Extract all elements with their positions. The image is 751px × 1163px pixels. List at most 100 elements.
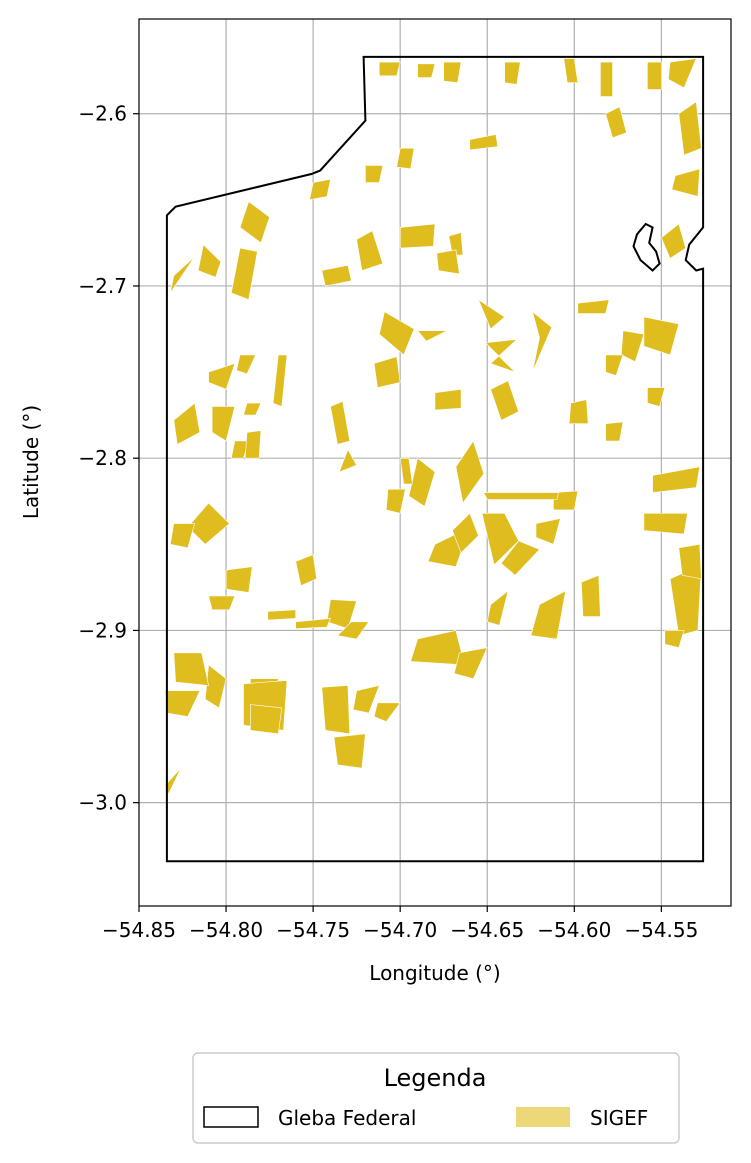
sigef-parcel (605, 106, 627, 139)
sigef-parcel (620, 330, 645, 363)
y-tick-label: −2.9 (78, 618, 127, 642)
sigef-parcel (267, 609, 297, 621)
x-tick-label: −54.65 (450, 918, 524, 942)
x-tick-label: −54.80 (189, 918, 263, 942)
x-tick-label: −54.75 (276, 918, 350, 942)
sigef-parcel (244, 430, 262, 459)
sigef-parcel (396, 147, 415, 170)
sigef-parcel (338, 448, 358, 473)
sigef-parcel (336, 621, 370, 640)
sigef-parcel (321, 264, 352, 287)
sigef-parcel (169, 523, 196, 549)
sigef-parcel (239, 201, 270, 244)
sigef-parcel (531, 310, 553, 373)
gleba-federal-outline (165, 55, 705, 863)
sigef-parcel (577, 299, 610, 314)
sigef-parcel (500, 540, 541, 576)
x-tick-label: −54.60 (537, 918, 611, 942)
sigef-parcel (204, 664, 227, 709)
sigef-parcel (230, 247, 258, 301)
y-tick-label: −2.6 (78, 102, 127, 126)
sigef-parcel (399, 457, 413, 485)
sigef-parcel (652, 466, 701, 493)
sigef-parcel (678, 543, 702, 580)
sigef-parcel (373, 356, 401, 388)
sigef-parcel (486, 590, 509, 626)
sigef-parcel (490, 380, 519, 421)
grid (139, 19, 731, 906)
sigef-parcel (504, 61, 521, 85)
sigef-parcel (530, 590, 567, 640)
sigef-parcel (373, 702, 401, 723)
x-tick-label: −54.55 (624, 918, 698, 942)
sigef-parcel (208, 595, 236, 611)
sigef-parcel (484, 339, 518, 373)
sigef-parcel (452, 512, 479, 554)
sigef-parcel (170, 256, 195, 294)
sigef-parcel (664, 630, 685, 649)
sigef-parcel (243, 402, 262, 416)
sigef-parcel (436, 249, 460, 275)
legend: Legenda Gleba Federal SIGEF (192, 1052, 680, 1144)
sigef-parcel (647, 61, 662, 90)
sigef-parcel (295, 618, 331, 630)
sigef-parcel (272, 354, 288, 407)
sigef-parcel (399, 223, 436, 249)
sigef-parcel (352, 685, 380, 714)
sigef-parcel (667, 58, 697, 89)
legend-label-gleba: Gleba Federal (278, 1106, 416, 1130)
sigef-parcel (356, 230, 384, 271)
axes-frame (138, 18, 732, 907)
y-axis-label: Latitude (°) (19, 405, 43, 519)
legend-label-sigef: SIGEF (590, 1106, 648, 1130)
sigef-parcel (671, 168, 701, 197)
sigef-parcel (309, 178, 331, 201)
sigef-parcel (455, 440, 485, 504)
sigef-parcel (330, 400, 351, 445)
sigef-parcel (321, 685, 351, 735)
sigef-parcel (605, 354, 624, 376)
gleba-federal-inner-outline (632, 222, 661, 272)
legend-swatch-sigef (516, 1107, 570, 1127)
x-tick-label: −54.70 (363, 918, 437, 942)
sigef-parcel (173, 402, 201, 445)
sigef-parcel (230, 440, 250, 459)
sigef-parcel (173, 652, 209, 686)
y-tick-label: −3.0 (78, 791, 127, 815)
sigef-parcel (385, 488, 406, 514)
sigef-parcel (605, 421, 624, 442)
sigef-parcel (483, 492, 559, 500)
sigef-parcel (661, 223, 687, 259)
x-axis-label: Longitude (°) (369, 961, 500, 985)
sigef-parcel (568, 399, 589, 425)
sigef-parcel (378, 311, 415, 356)
sigef-parcel (295, 554, 317, 587)
sigef-parcel (365, 165, 384, 183)
y-tick-label: −2.8 (78, 446, 127, 470)
sigef-parcel (535, 518, 561, 545)
sigef-parcel (643, 316, 680, 356)
sigef-parcel (678, 101, 702, 156)
gleba-federal-boundary (165, 55, 705, 863)
sigef-parcel (333, 733, 366, 769)
sigef-parcel (211, 406, 236, 442)
y-tick-label: −2.7 (78, 274, 127, 298)
sigef-parcel (236, 354, 257, 375)
sigef-parcel (197, 243, 222, 278)
x-ticks: −54.85 −54.80 −54.75 −54.70 −54.65 −54.60 −54.… (102, 906, 698, 942)
sigef-parcel (553, 490, 579, 511)
sigef-parcel (417, 63, 436, 78)
y-ticks: −2.6 −2.7 −2.8 −2.9 −3.0 (78, 102, 139, 815)
sigef-parcel (225, 566, 253, 593)
sigef-parcel (453, 647, 488, 680)
sigef-parcel (443, 61, 462, 84)
sigef-parcel (416, 330, 448, 342)
legend-title: Legenda (384, 1064, 487, 1092)
sigef-parcel (410, 630, 465, 666)
sigef-parcel (469, 134, 499, 151)
legend-swatch-gleba (203, 1106, 259, 1128)
sigef-parcel (187, 502, 230, 545)
sigef-parcel (208, 363, 236, 390)
sigef-parcel (448, 232, 464, 256)
